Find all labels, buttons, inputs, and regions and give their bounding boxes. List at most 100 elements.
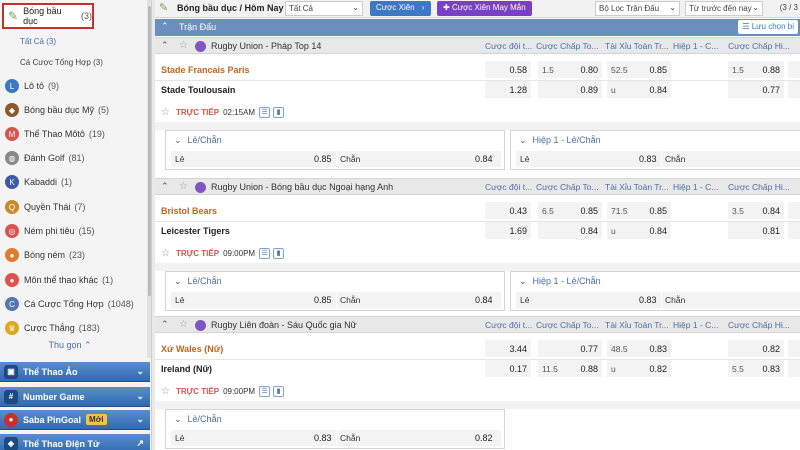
stats-list-icon[interactable]: ☰: [259, 106, 271, 118]
bar-chart-icon[interactable]: ▮: [273, 247, 285, 259]
chevron-down-icon[interactable]: ⌄: [174, 276, 182, 286]
star-icon[interactable]: ☆: [179, 40, 188, 51]
star-icon[interactable]: ☆: [161, 385, 170, 397]
odds-cell[interactable]: 0.84: [538, 222, 602, 239]
chevron-up-icon[interactable]: ⌃: [161, 40, 169, 50]
sidebar-item[interactable]: ◆ Bóng bầu dục Mỹ (5): [5, 101, 145, 119]
odd-odds[interactable]: 0.85: [314, 295, 332, 305]
chevron-down-icon[interactable]: ⌄: [174, 414, 182, 424]
odds-cell[interactable]: u 0.84: [607, 81, 671, 98]
live-label: TRỰC TIẾP: [175, 248, 220, 258]
sidebar-sub-parlay[interactable]: Cá Cược Tổng Hợp (3): [20, 58, 103, 67]
odds-cell-empty[interactable]: [788, 340, 800, 357]
sidebar-sub-all[interactable]: Tất Cả (3): [20, 37, 56, 46]
sort-select[interactable]: Từ trước đến nay ⌄: [685, 1, 763, 16]
sidebar-bar-esports[interactable]: ◈ Thể Thao Điện Tử ↗: [0, 434, 150, 450]
sidebar-bar-number-game[interactable]: # Number Game ⌄: [0, 387, 150, 407]
league-filter-select[interactable]: Bộ Lọc Trận Đấu ⌄: [595, 1, 680, 16]
odds-cell[interactable]: 0.77: [538, 340, 602, 357]
away-team[interactable]: Stade Toulousain: [161, 85, 236, 95]
chevron-down-icon[interactable]: ⌄: [519, 276, 527, 286]
sidebar-item[interactable]: Q Quyền Thái (7): [5, 198, 145, 216]
odds-cell-empty[interactable]: [788, 81, 800, 98]
odds-cell[interactable]: 0.43: [485, 202, 531, 219]
sidebar-item[interactable]: ● Bóng ném (23): [5, 246, 145, 264]
collapse-button[interactable]: Thu gọn ⌃: [0, 340, 140, 351]
odds-cell[interactable]: u 0.84: [607, 222, 671, 239]
sidebar-item[interactable]: C Cá Cược Tổng Hợp (1048): [5, 295, 145, 313]
sidebar-bar-pingoal[interactable]: ● Saba PinGoal Mới ⌄: [0, 410, 150, 430]
bar-chart-icon[interactable]: ▮: [273, 106, 285, 118]
sidebar-item-rugby[interactable]: ✎ Bóng bầu dục (3): [2, 3, 94, 29]
odds-cell[interactable]: u 0.82: [607, 360, 671, 377]
away-team[interactable]: Ireland (Nữ): [161, 364, 213, 374]
odds-cell-empty[interactable]: [788, 222, 800, 239]
odds-cell[interactable]: 11.5 0.88: [538, 360, 602, 377]
odds-cell[interactable]: 3.44: [485, 340, 531, 357]
odds-cell[interactable]: 0.89: [538, 81, 602, 98]
odds-cell[interactable]: 1.28: [485, 81, 531, 98]
sidebar-item-count: (5): [98, 105, 110, 115]
stats-list-icon[interactable]: ☰: [259, 385, 271, 397]
star-icon[interactable]: ☆: [161, 247, 170, 259]
odds-cell[interactable]: 5.5 0.83: [728, 360, 784, 377]
home-team[interactable]: Xứ Wales (Nữ): [161, 344, 224, 354]
sidebar-item[interactable]: M Thể Thao Môtô (19): [5, 125, 145, 143]
home-team[interactable]: Stade Francais Paris: [161, 65, 250, 75]
market-filter-select[interactable]: Tất Cả ⌄: [285, 1, 363, 16]
odds-cell[interactable]: 0.17: [485, 360, 531, 377]
bar-chart-icon[interactable]: ▮: [273, 385, 285, 397]
live-status: ☆ TRỰC TIẾP 02:15AM ☰ ▮: [161, 105, 287, 119]
odd-odds[interactable]: 0.85: [314, 154, 332, 164]
odds-cell[interactable]: 0.77: [728, 81, 784, 98]
even-odds[interactable]: 0.84: [475, 295, 493, 305]
chevron-down-icon[interactable]: ⌄: [174, 135, 182, 145]
sidebar-item[interactable]: ◎ Ném phi tiêu (15): [5, 222, 145, 240]
odds-cell[interactable]: 48.5 0.83: [607, 340, 671, 357]
sidebar-bar-virtual-sports[interactable]: ▣ Thể Thao Ảo ⌄: [0, 362, 150, 382]
even-label: Chẵn: [340, 295, 361, 305]
odds-cell[interactable]: 1.5 0.88: [728, 61, 784, 78]
star-icon[interactable]: ☆: [161, 106, 170, 118]
column-header: Cược đội t...: [485, 41, 533, 51]
odds-cell[interactable]: 0.58: [485, 61, 531, 78]
odds-cell[interactable]: 3.5 0.84: [728, 202, 784, 219]
sidebar-item[interactable]: K Kabaddi (1): [5, 173, 145, 191]
home-team[interactable]: Bristol Bears: [161, 206, 218, 216]
odds-cell-empty[interactable]: [788, 61, 800, 78]
chevron-down-icon[interactable]: ⌄: [519, 135, 527, 145]
parlay-button[interactable]: Cược Xiên ›: [370, 1, 431, 16]
chevron-up-icon[interactable]: ⌃: [161, 319, 169, 329]
sidebar-item[interactable]: L Lô tô (9): [5, 77, 145, 95]
star-icon[interactable]: ☆: [179, 319, 188, 330]
lucky-parlay-button[interactable]: ✚ Cược Xiên May Mắn: [437, 1, 532, 16]
sidebar-bar-label: Number Game: [23, 391, 85, 402]
even-odds[interactable]: 0.84: [475, 154, 493, 164]
away-team[interactable]: Leicester Tigers: [161, 226, 230, 236]
sidebar-scroll-thumb[interactable]: [148, 6, 151, 296]
external-link-icon: ↗: [136, 438, 144, 448]
odds-cell[interactable]: 1.5 0.80: [538, 61, 602, 78]
odds-cell[interactable]: 0.82: [728, 340, 784, 357]
odds-cell[interactable]: 52.5 0.85: [607, 61, 671, 78]
divider: [661, 151, 662, 167]
odd-odds[interactable]: 0.83: [639, 295, 657, 305]
star-icon[interactable]: ☆: [179, 181, 188, 192]
odds-cell[interactable]: 71.5 0.85: [607, 202, 671, 219]
odds-cell[interactable]: 0.81: [728, 222, 784, 239]
odds-cell-empty[interactable]: [788, 202, 800, 219]
odds-cell[interactable]: 6.5 0.85: [538, 202, 602, 219]
odd-odds[interactable]: 0.83: [639, 154, 657, 164]
stats-list-icon[interactable]: ☰: [259, 247, 271, 259]
odds-cell-empty[interactable]: [788, 360, 800, 377]
odd-odds[interactable]: 0.83: [314, 433, 332, 443]
odds-cell[interactable]: 1.69: [485, 222, 531, 239]
save-selection-button[interactable]: ☰ Lưu chọn bi: [738, 20, 798, 34]
chevron-up-icon[interactable]: ⌃: [161, 181, 169, 191]
sidebar-item[interactable]: ◍ Đánh Golf (81): [5, 149, 145, 167]
sidebar-item[interactable]: ● Môn thể thao khác (1): [5, 271, 145, 289]
chevron-up-icon[interactable]: ⌃: [161, 21, 169, 31]
toolbar: ✎ Bóng bầu dục / Hôm Nay Tất Cả ⌄ Cược X…: [155, 0, 800, 18]
even-odds[interactable]: 0.82: [475, 433, 493, 443]
sidebar-item[interactable]: ♛ Cược Thắng (183): [5, 319, 145, 337]
